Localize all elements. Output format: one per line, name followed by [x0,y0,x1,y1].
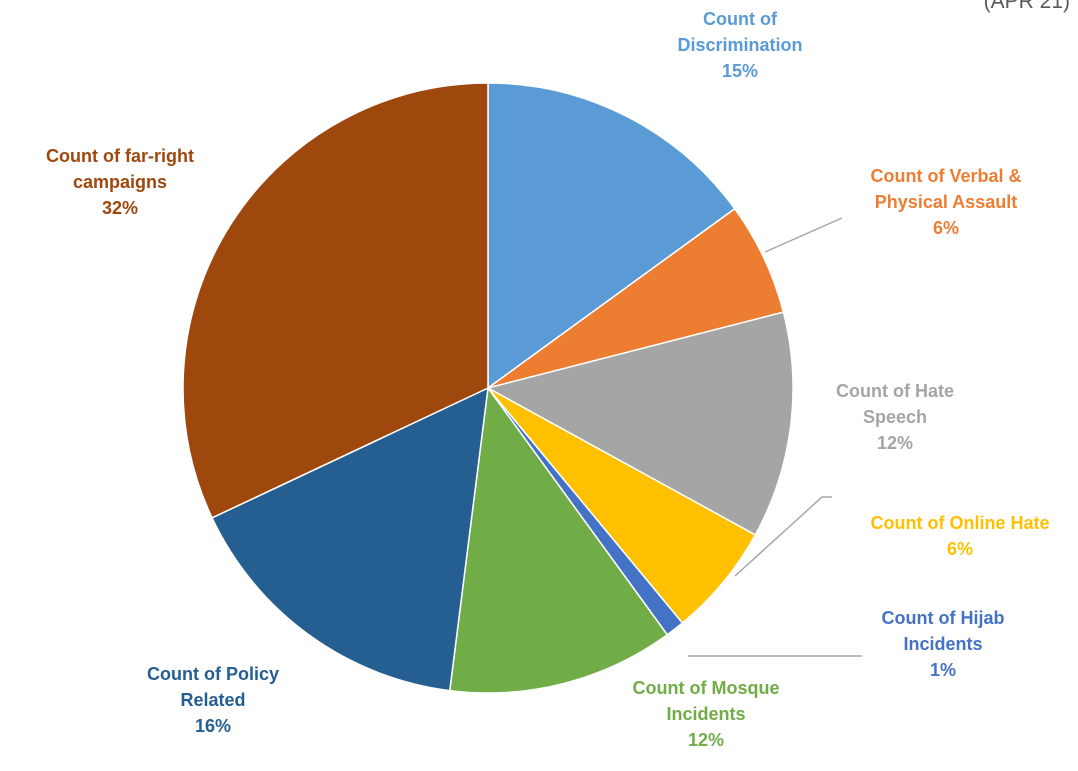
data-label: Count of Hijab Incidents 1% [873,605,1013,683]
slice-percent: 6% [946,539,973,559]
pie-slice [211,386,489,692]
data-label: Count of Discrimination 15% [665,6,815,84]
pie-slice [448,386,669,694]
slice-name: Count of Online Hate [870,513,1050,533]
data-label: Count of Hate Speech 12% [820,378,970,456]
slice-percent: 6% [932,218,959,238]
slice-name: Count of Hate Speech [836,381,954,427]
leader-lines [688,217,862,657]
data-label: Count of far-right campaigns 32% [0,143,240,221]
leader-line [734,496,832,577]
slice-percent: 12% [876,433,914,453]
pie [182,82,794,694]
subtitle: (APR 21) [983,0,1070,13]
data-label: Count of Mosque Incidents 12% [606,675,806,753]
slice-percent: 16% [194,716,232,736]
slice-name: Count of Discrimination [677,9,803,55]
slice-name: Count of Verbal & Physical Assault [870,166,1022,212]
pie-slice [485,311,794,536]
pie-slice [182,82,489,519]
slice-percent: 1% [929,660,956,680]
slice-name: Count of Hijab Incidents [881,608,1005,654]
leader-line [764,217,843,253]
slice-name: Count of Mosque Incidents [632,678,780,724]
data-label: Count of Online Hate 6% [830,510,1078,562]
slice-percent: 12% [687,730,725,750]
slice-percent: 32% [101,198,139,218]
pie-slice [487,82,736,390]
slice-name: Count of Policy Related [147,664,279,710]
data-label: Count of Policy Related 16% [123,661,303,739]
slice-percent: 15% [721,61,759,81]
data-label: Count of Verbal & Physical Assault 6% [839,163,1054,241]
slice-name: Count of far-right campaigns [46,146,194,192]
